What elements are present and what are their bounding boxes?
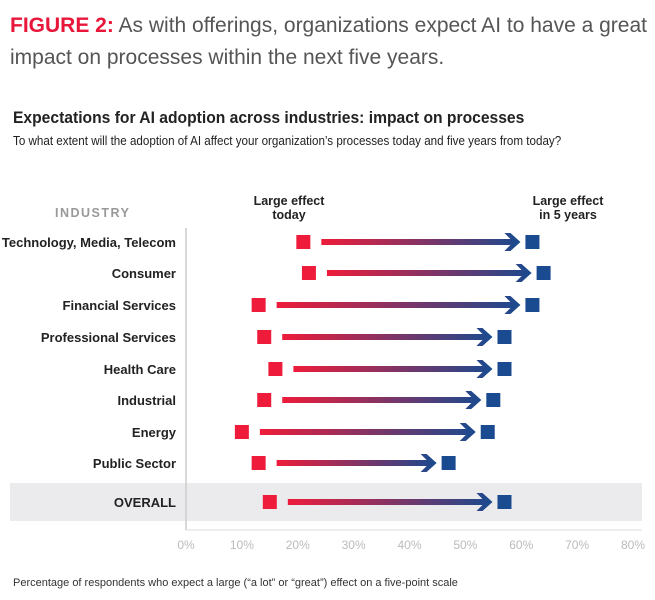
legend-label-0-0: Large effect: [254, 194, 326, 208]
marker-five-years: [525, 298, 540, 312]
change-arrow: [326, 264, 532, 282]
category-label: Public Sector: [93, 456, 176, 471]
category-label: Health Care: [104, 362, 176, 377]
x-tick-label: 50%: [453, 538, 477, 552]
change-arrow: [259, 423, 476, 441]
marker-today: [251, 456, 266, 470]
marker-five-years: [441, 456, 456, 470]
category-label: Energy: [132, 425, 177, 440]
category-label: Professional Services: [41, 330, 176, 345]
figure-heading: FIGURE 2: As with offerings, organizatio…: [10, 10, 650, 74]
category-label: OVERALL: [114, 495, 176, 510]
marker-today: [262, 495, 277, 509]
marker-five-years: [486, 393, 501, 407]
x-tick-label: 40%: [397, 538, 421, 552]
chart-title: Expectations for AI adoption across indu…: [13, 108, 525, 127]
legend-label-1-1: in 5 years: [539, 208, 597, 222]
x-tick-label: 10%: [230, 538, 254, 552]
marker-five-years: [525, 235, 540, 249]
change-arrow: [276, 454, 437, 472]
marker-today: [257, 393, 272, 407]
category-label: Technology, Media, Telecom: [2, 235, 176, 250]
x-tick-label: 0%: [177, 538, 195, 552]
change-arrow: [287, 493, 493, 511]
marker-today: [296, 235, 311, 249]
marker-five-years: [497, 362, 512, 376]
change-arrow: [282, 328, 493, 346]
marker-five-years: [497, 495, 512, 509]
footnote: Percentage of respondents who expect a l…: [13, 577, 458, 589]
category-label: Financial Services: [63, 298, 176, 313]
chart-subtitle: To what extent will the adoption of AI a…: [13, 134, 562, 148]
category-header: INDUSTRY: [55, 206, 130, 220]
x-tick-label: 60%: [509, 538, 533, 552]
change-arrow: [293, 360, 493, 378]
marker-today: [257, 330, 272, 344]
legend-label-0-1: today: [272, 208, 305, 222]
x-tick-label: 20%: [286, 538, 310, 552]
marker-five-years: [497, 330, 512, 344]
marker-today: [234, 425, 249, 439]
change-arrow: [321, 233, 521, 251]
change-arrow: [276, 296, 521, 314]
category-label: Industrial: [117, 393, 176, 408]
change-arrow: [282, 391, 482, 409]
category-label: Consumer: [112, 266, 176, 281]
x-tick-label: 80%: [621, 538, 645, 552]
marker-five-years: [480, 425, 495, 439]
x-tick-label: 30%: [342, 538, 366, 552]
figure-text: As with offerings, organizations expect …: [10, 14, 647, 69]
x-tick-label: 70%: [565, 538, 589, 552]
legend-label-1-0: Large effect: [533, 194, 605, 208]
marker-today: [301, 266, 316, 280]
figure-label: FIGURE 2:: [10, 14, 114, 37]
marker-five-years: [536, 266, 551, 280]
marker-today: [268, 362, 283, 376]
marker-today: [251, 298, 266, 312]
